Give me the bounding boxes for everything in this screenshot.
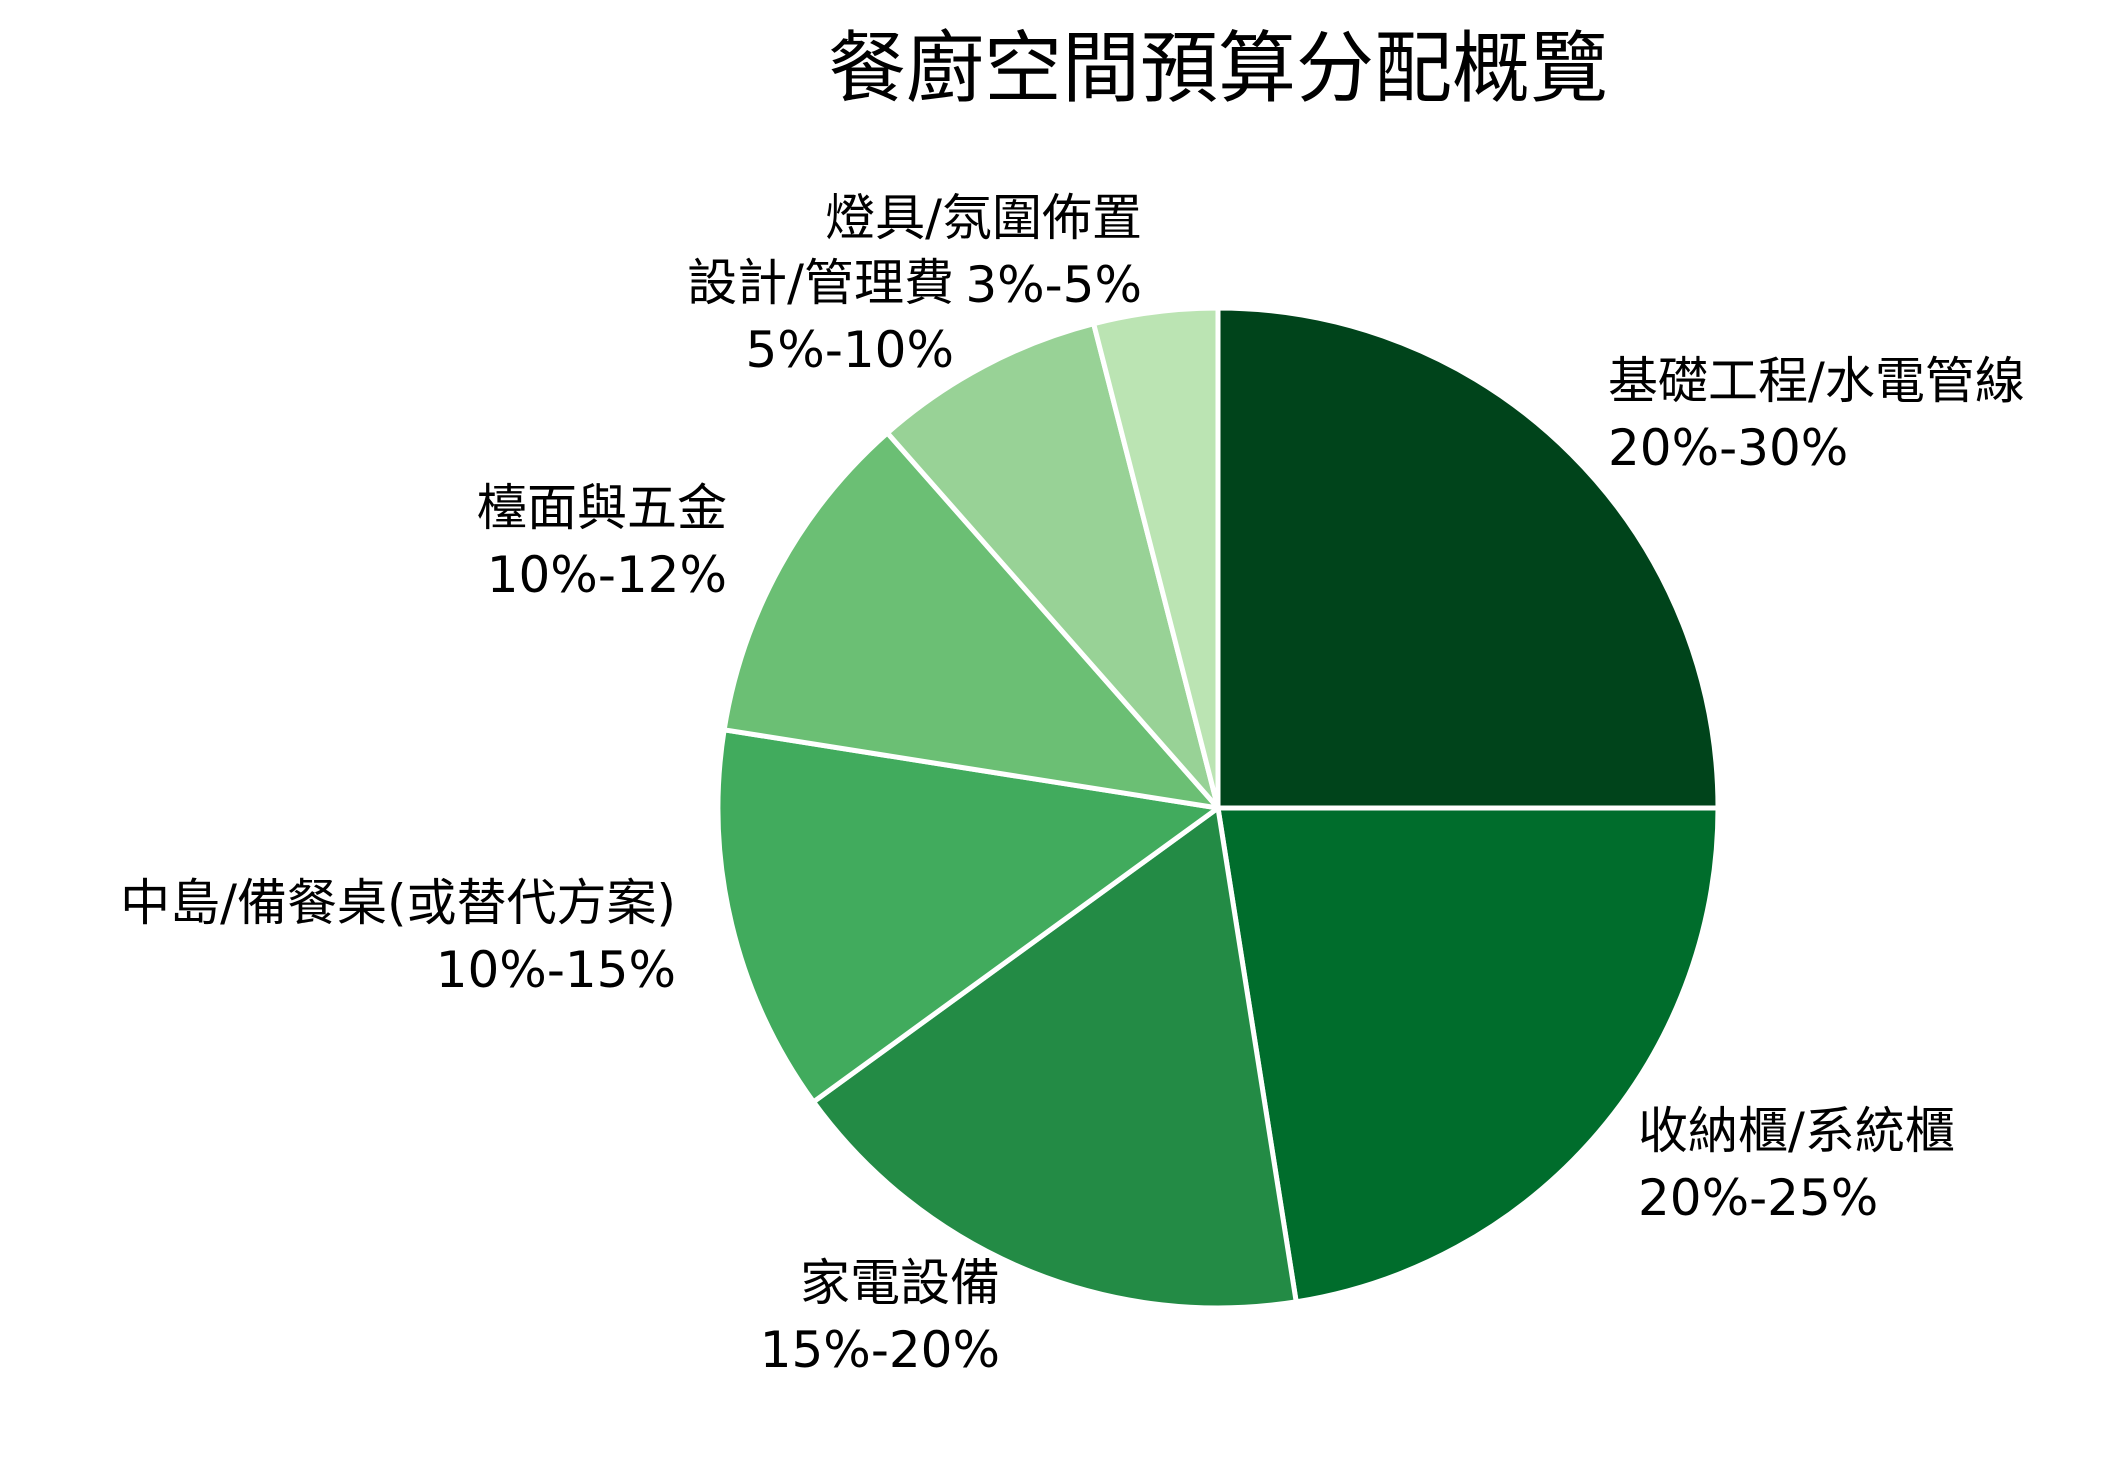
slice-range-3: 15%-20% <box>760 1321 1000 1379</box>
slice-range-6: 5%-10% <box>746 321 955 379</box>
slice-label-5: 檯面與五金 <box>477 479 727 537</box>
slice-label-7: 燈具/氛圍佈置 <box>825 189 1142 247</box>
slice-range-4: 10%-15% <box>436 941 676 999</box>
pie-slice-5 <box>721 430 1221 811</box>
slice-label-4: 中島/備餐桌(或替代方案) <box>120 874 676 932</box>
slice-range-2: 20%-25% <box>1638 1169 1878 1227</box>
pie-slice-4 <box>715 727 1221 1105</box>
slice-label-3: 家電設備 <box>800 1254 1000 1312</box>
pie-slices <box>715 305 1721 1311</box>
pie-slice-1 <box>1215 305 1721 811</box>
slice-range-7: 3%-5% <box>965 256 1142 314</box>
pie-slice-3 <box>810 805 1299 1311</box>
slice-label-6: 設計/管理費 <box>687 254 954 312</box>
pie-slice-7 <box>1091 305 1221 811</box>
slice-label-1: 基礎工程/水電管線 <box>1608 352 2025 410</box>
chart-title: 餐廚空間預算分配概覽 <box>828 24 1608 114</box>
slice-range-1: 20%-30% <box>1608 419 1848 477</box>
slice-label-2: 收納櫃/系統櫃 <box>1638 1102 1955 1160</box>
slice-range-5: 10%-12% <box>487 546 727 604</box>
pie-slice-6 <box>884 321 1221 811</box>
pie-labels: 基礎工程/水電管線 20%-30% 收納櫃/系統櫃 20%-25% 家電設備 15%-20… <box>120 189 2025 1379</box>
pie-slice-2 <box>1215 805 1721 1305</box>
